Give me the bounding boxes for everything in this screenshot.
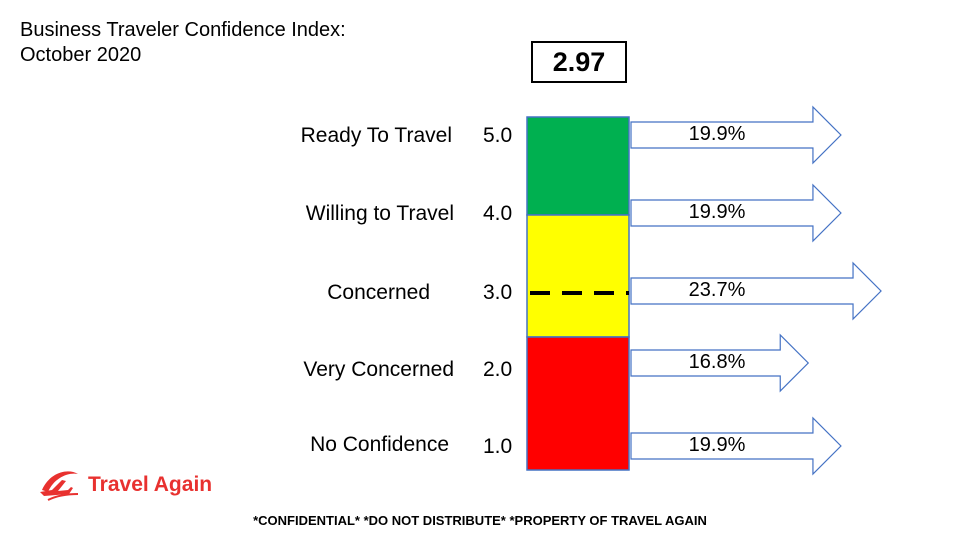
travel-again-logo: Travel Again <box>38 468 212 502</box>
value-label-3: 16.8% <box>688 351 746 373</box>
band-yellow <box>526 214 630 338</box>
value-arrow-4 <box>630 416 842 476</box>
value-label-2: 23.7% <box>688 279 746 301</box>
value-label-4: 19.9% <box>688 434 746 456</box>
category-label-3: Very Concerned <box>303 358 454 381</box>
band-red <box>526 336 630 471</box>
chart-title: Business Traveler Confidence Index: Octo… <box>20 18 346 68</box>
chart-title-line1: Business Traveler Confidence Index: <box>20 19 346 41</box>
plane-swoosh-icon <box>40 471 79 501</box>
level-value-2: 3.0 <box>483 281 513 304</box>
index-score: 2.97 <box>552 46 606 77</box>
category-label-2: Concerned <box>327 281 430 304</box>
value-label-0: 19.9% <box>688 123 746 145</box>
confidential-footer: *CONFIDENTIAL* *DO NOT DISTRIBUTE* *PROP… <box>253 513 707 528</box>
category-label-4: No Confidence <box>310 433 449 456</box>
value-arrow-3 <box>630 333 810 393</box>
value-arrow-0 <box>630 105 842 165</box>
category-label-1: Willing to Travel <box>305 202 454 225</box>
value-arrow-2 <box>630 261 882 321</box>
level-value-0: 5.0 <box>483 124 513 147</box>
index-score-box: 2.97 <box>531 41 627 83</box>
chart-title-line2: October 2020 <box>20 44 142 66</box>
level-value-3: 2.0 <box>483 358 513 381</box>
level-value-4: 1.0 <box>483 435 513 458</box>
level-value-1: 4.0 <box>483 202 513 225</box>
logo-text: Travel Again <box>88 473 213 496</box>
value-arrow-1 <box>630 183 842 243</box>
value-label-1: 19.9% <box>688 201 746 223</box>
category-label-0: Ready To Travel <box>300 124 452 147</box>
band-green <box>526 116 630 216</box>
